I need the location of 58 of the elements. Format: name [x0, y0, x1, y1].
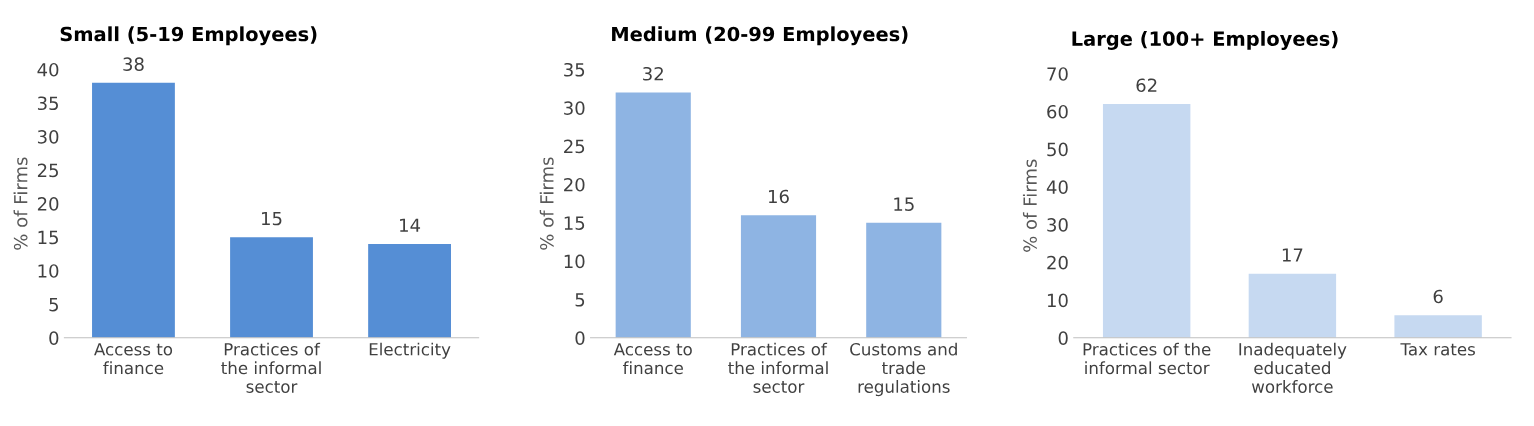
y-tick-label: 40: [37, 62, 59, 77]
chart-title: Large (100+ Employees): [1072, 30, 1338, 50]
bar: [1248, 273, 1337, 338]
y-tick-label: 30: [37, 129, 59, 144]
y-tick-label: 30: [1047, 218, 1068, 232]
x-tick-label: Practices of the informal sector: [221, 342, 321, 393]
data-label: 6: [1433, 289, 1443, 304]
bar: [368, 243, 451, 338]
data-label: 16: [769, 189, 789, 204]
y-tick-label: 35: [37, 96, 58, 111]
y-tick-label: 5: [575, 293, 585, 307]
y-tick-label: 20: [37, 197, 59, 211]
bar: [615, 92, 691, 338]
y-tick-label: 15: [38, 230, 58, 245]
y-tick-label: 35: [564, 62, 585, 77]
x-tick-label: Practices of the informal sector: [728, 342, 828, 393]
data-label: 15: [894, 197, 914, 211]
x-tick-label: Access to finance: [94, 343, 173, 375]
y-tick-label: 10: [1047, 293, 1068, 308]
y-tick-label: 0: [49, 331, 59, 345]
y-axis-title: % of Firms: [1022, 159, 1037, 252]
y-axis-title: % of Firms: [13, 157, 28, 250]
x-tick-label: Practices of the informal sector: [1083, 342, 1211, 375]
x-tick-label: Access to finance: [613, 343, 692, 375]
y-tick-label: 0: [1058, 331, 1068, 345]
x-tick-label: Inadequately educated workforce: [1239, 342, 1347, 393]
data-label: 38: [123, 57, 144, 72]
data-label: 15: [262, 211, 282, 226]
y-tick-label: 10: [564, 254, 585, 269]
bar: [1102, 103, 1191, 338]
bar: [92, 82, 175, 338]
y-tick-label: 50: [1047, 142, 1068, 157]
chart-title: Small (5-19 Employees): [60, 26, 317, 46]
y-tick-label: 25: [564, 139, 585, 154]
y-tick-label: 20: [564, 177, 585, 192]
x-tick-label: Tax rates: [1400, 343, 1475, 356]
y-tick-label: 30: [564, 101, 585, 115]
y-tick-label: 0: [575, 331, 585, 345]
x-tick-label: Electricity: [369, 342, 451, 359]
y-tick-label: 70: [1047, 67, 1068, 81]
chart-title: Medium (20-99 Employees): [612, 26, 908, 46]
data-label: 62: [1136, 78, 1157, 93]
y-axis-title: % of Firms: [539, 157, 554, 250]
y-tick-label: 40: [1046, 180, 1068, 195]
y-tick-label: 20: [1047, 255, 1068, 270]
x-tick-label: Customs and trade regulations: [850, 342, 957, 397]
y-tick-label: 25: [37, 163, 58, 178]
bar: [1394, 315, 1482, 338]
y-tick-label: 10: [38, 264, 59, 278]
y-tick-label: 5: [49, 297, 58, 312]
data-label: 14: [400, 218, 421, 232]
bar: [740, 215, 817, 338]
y-tick-label: 60: [1047, 104, 1068, 119]
bar: [230, 237, 313, 338]
y-tick-label: 15: [564, 216, 585, 230]
data-label: 32: [643, 66, 663, 81]
data-label: 17: [1282, 248, 1303, 262]
bar: [866, 222, 942, 338]
